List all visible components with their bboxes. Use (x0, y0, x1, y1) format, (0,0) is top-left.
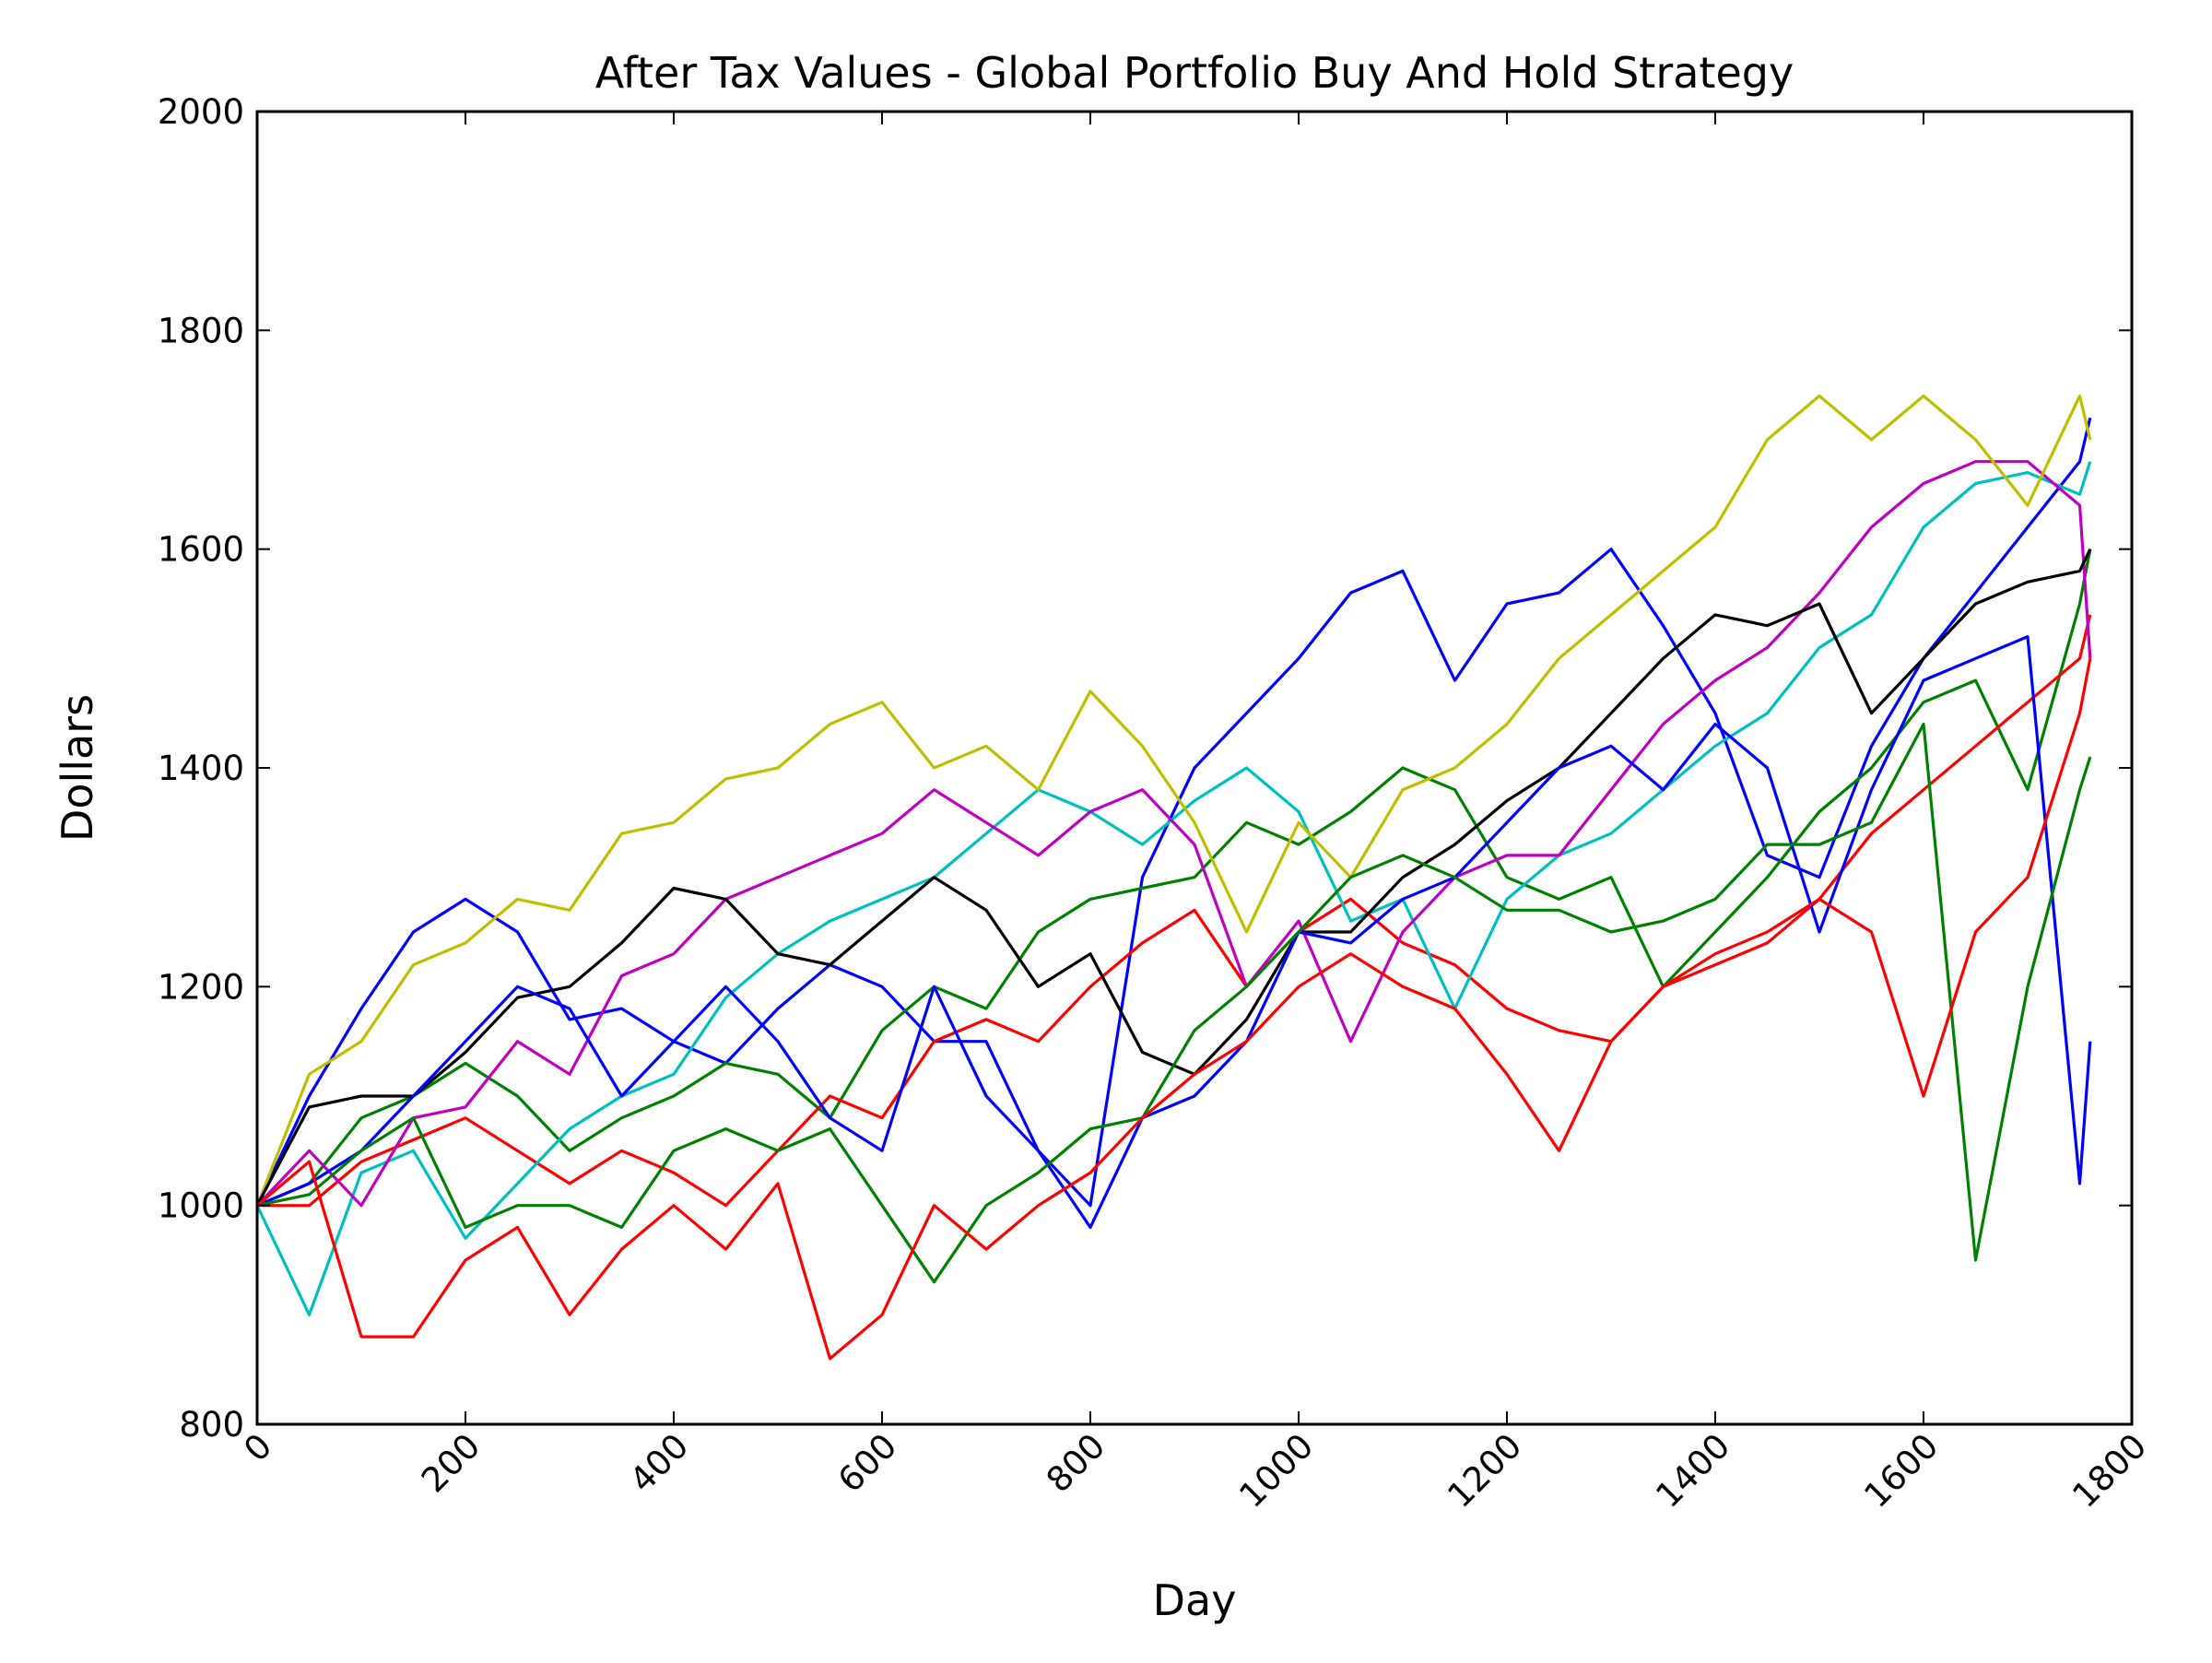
y-tick-label: 1200 (158, 967, 244, 1007)
series-line-2 (256, 548, 2092, 1208)
x-tick-label: 600 (830, 1426, 904, 1500)
y-tick-label: 800 (179, 1405, 244, 1445)
chart-title: After Tax Values - Global Portfolio Buy … (595, 48, 1794, 98)
x-tick-label: 200 (414, 1426, 488, 1500)
y-tick-label: 1600 (158, 530, 244, 570)
y-axis: 800 1000 1200 1400 1600 1800 2000 (158, 92, 2132, 1445)
x-tick-label: 1200 (1440, 1426, 1529, 1516)
y-tick-label: 2000 (158, 92, 244, 132)
x-tick-label: 1800 (2065, 1426, 2154, 1516)
series-lines (255, 394, 2092, 1361)
y-tick-label: 1000 (158, 1186, 244, 1226)
series-line-7 (255, 548, 2092, 1207)
y-tick-label: 1400 (158, 749, 244, 788)
x-axis-label: Day (1153, 1575, 1237, 1625)
x-tick-label: 800 (1039, 1426, 1112, 1500)
y-tick-label: 1800 (158, 311, 244, 350)
series-line-8 (256, 634, 2092, 1230)
series-line-5 (255, 460, 2092, 1208)
x-axis: 0 200 400 600 800 1000 1200 1400 1600 1800 (236, 112, 2154, 1516)
series-line-3 (257, 614, 2092, 1208)
series-line-4 (255, 461, 2092, 1316)
x-tick-label: 400 (622, 1426, 696, 1500)
x-tick-label: 1400 (1648, 1426, 1737, 1516)
x-tick-label: 1600 (1856, 1426, 1946, 1516)
x-tick-label: 1000 (1231, 1426, 1321, 1516)
y-axis-label: Dollars (53, 694, 102, 842)
series-line-6 (255, 394, 2092, 1207)
series-line-10 (255, 658, 2092, 1361)
series-line-9 (256, 722, 2092, 1284)
series-line-1 (255, 417, 2092, 1208)
